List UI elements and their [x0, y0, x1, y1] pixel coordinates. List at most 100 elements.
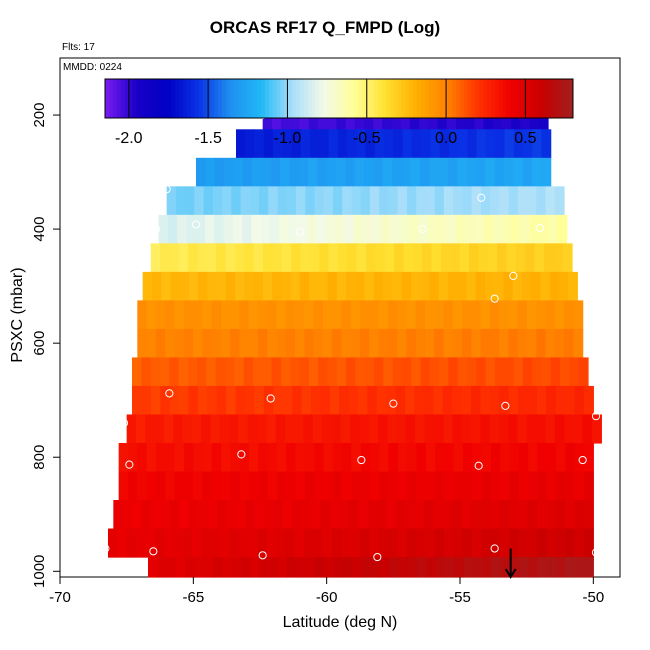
- sample-point: [125, 460, 134, 469]
- heatmap-cell: [238, 528, 249, 558]
- heatmap-cell: [373, 271, 384, 301]
- heatmap-cell: [169, 243, 180, 273]
- heatmap-cell: [480, 500, 491, 530]
- heatmap-cell: [318, 357, 329, 387]
- colorbar-segment: [385, 79, 391, 118]
- heatmap-cell: [196, 157, 206, 187]
- heatmap-cell: [545, 186, 556, 216]
- colorbar: [105, 79, 574, 118]
- heatmap-cell: [549, 271, 560, 301]
- heatmap-cell: [279, 214, 290, 244]
- heatmap-cell: [304, 328, 315, 359]
- heatmap-cell: [480, 300, 491, 330]
- heatmap-cell: [323, 442, 334, 473]
- heatmap-cell: [276, 300, 287, 330]
- heatmap-cell: [314, 471, 325, 501]
- heatmap-cell: [509, 528, 520, 558]
- heatmap-cell: [405, 414, 416, 444]
- flights-label: Flts: 17: [62, 42, 95, 53]
- heatmap-cell: [471, 328, 482, 359]
- heatmap-cell: [558, 271, 569, 301]
- heatmap-cell: [489, 385, 500, 416]
- heatmap-cell: [545, 328, 556, 359]
- heatmap-cell: [443, 186, 454, 216]
- heatmap-cell: [202, 328, 213, 359]
- heatmap-cell: [564, 414, 575, 444]
- heatmap-cell: [161, 271, 172, 301]
- heatmap-cell: [202, 442, 213, 473]
- heatmap-cell: [224, 157, 234, 187]
- heatmap-cell: [417, 557, 427, 578]
- heatmap-cell: [546, 385, 557, 416]
- heatmap-cell: [513, 129, 524, 159]
- heatmap-cell: [442, 385, 453, 416]
- heatmap-cell: [357, 385, 368, 416]
- heatmap-cell: [513, 157, 524, 187]
- date-label: MMDD: 0224: [63, 62, 122, 73]
- heatmap-cell: [557, 214, 568, 244]
- colorbar-segment: [296, 79, 301, 118]
- heatmap-cell: [282, 129, 293, 159]
- heatmap-cell: [350, 528, 361, 558]
- heatmap-cell: [401, 357, 412, 387]
- heatmap-cell: [362, 214, 373, 244]
- heatmap-cell: [447, 271, 458, 301]
- heatmap-cell: [323, 186, 334, 216]
- heatmap-cell: [461, 500, 472, 530]
- heatmap-cell: [494, 271, 504, 301]
- heatmap-cell: [187, 357, 198, 387]
- heatmap-cell: [528, 471, 539, 501]
- heatmap-cell: [150, 243, 161, 273]
- heatmap-cell: [236, 129, 246, 159]
- heatmap-cell: [155, 300, 166, 330]
- heatmap-cell: [235, 500, 246, 530]
- heatmap-cell: [439, 357, 450, 387]
- heatmap-cell: [532, 157, 542, 187]
- heatmap-cell: [519, 557, 529, 578]
- heatmap-cell: [383, 357, 394, 387]
- heatmap-cell: [290, 357, 301, 387]
- heatmap-cell: [211, 442, 222, 473]
- heatmap-cell: [351, 442, 362, 473]
- colorbar-segment: [459, 79, 465, 118]
- heatmap-cell: [225, 271, 236, 301]
- heatmap-cell: [443, 328, 454, 359]
- heatmap-cell: [527, 300, 537, 330]
- sample-point: [389, 399, 398, 408]
- colorbar-segment: [518, 79, 523, 118]
- heatmap-cell: [481, 528, 492, 558]
- heatmap-cell: [230, 300, 240, 330]
- heatmap-cell: [425, 471, 436, 501]
- heatmap-band: [158, 214, 568, 244]
- heatmap-cell: [342, 186, 353, 216]
- heatmap-cell: [174, 471, 185, 501]
- colorbar-tick-label: -1.5: [194, 130, 222, 147]
- heatmap-cell: [275, 414, 286, 444]
- heatmap-cell: [332, 528, 342, 558]
- heatmap-cell: [230, 471, 241, 501]
- heatmap-cell: [471, 414, 481, 444]
- sample-point: [535, 223, 545, 233]
- heatmap-cell: [285, 528, 296, 558]
- heatmap-cell: [462, 528, 473, 558]
- sample-point: [149, 547, 158, 556]
- heatmap-cell: [448, 357, 459, 387]
- colorbar-segment: [495, 79, 500, 118]
- heatmap-cell: [421, 129, 431, 159]
- heatmap-cell: [555, 500, 566, 530]
- heatmap-cell: [388, 442, 399, 473]
- colorbar-segment: [475, 79, 480, 118]
- heatmap-cell: [203, 186, 214, 216]
- heatmap-cell: [262, 357, 273, 387]
- heatmap-cell: [158, 214, 169, 244]
- heatmap-cell: [127, 471, 138, 501]
- heatmap-cell: [360, 442, 371, 473]
- colorbar-segment: [202, 79, 207, 118]
- colorbar-segment: [214, 79, 219, 118]
- heatmap-cell: [164, 528, 174, 558]
- heatmap-cell: [470, 385, 481, 416]
- heatmap-cell: [390, 214, 401, 244]
- colorbar-segment: [210, 79, 215, 118]
- heatmap-cell: [360, 300, 370, 330]
- heatmap-cell: [167, 214, 178, 244]
